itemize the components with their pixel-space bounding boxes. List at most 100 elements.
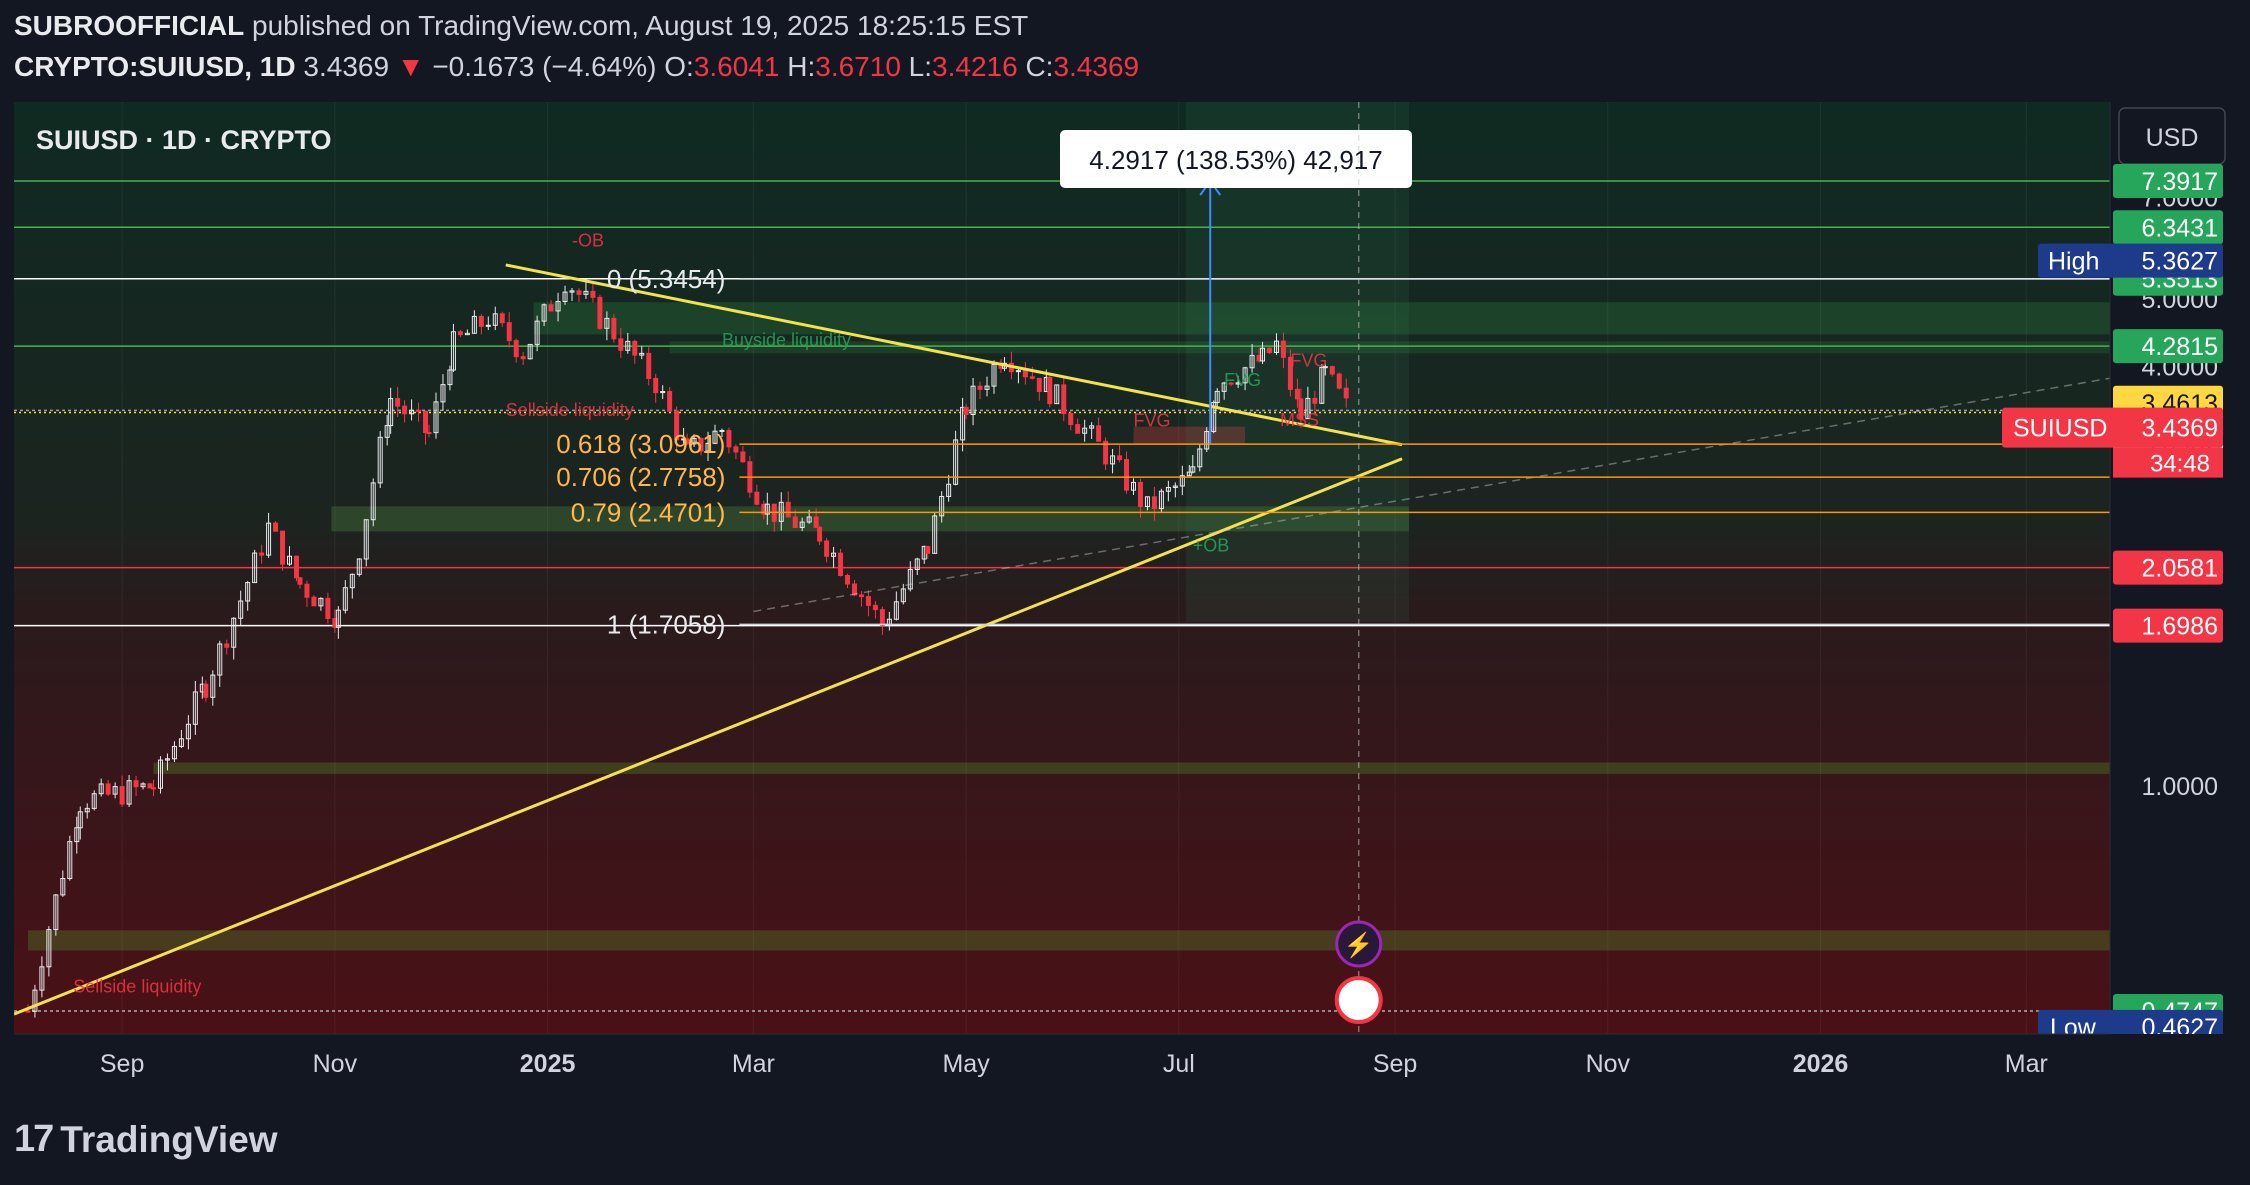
- candle-body: [447, 369, 453, 386]
- candle-body: [499, 313, 505, 324]
- close-value: 3.4369: [1053, 51, 1140, 82]
- candle-body: [838, 552, 844, 576]
- symbol-label[interactable]: CRYPTO:SUIUSD, 1D: [14, 51, 296, 82]
- candle-body: [858, 594, 864, 598]
- candle-body: [332, 618, 338, 628]
- chart-annotation: Sellside liquidity: [506, 400, 634, 420]
- publish-info: published on TradingView.com, August 19,…: [252, 10, 1029, 41]
- candle-body: [1179, 475, 1185, 487]
- candle-body: [492, 313, 498, 326]
- x-tick-label: Mar: [2005, 1050, 2048, 1078]
- price-label-text: 1.6986: [2142, 613, 2218, 641]
- candle-body: [984, 385, 990, 390]
- candle-body: [851, 583, 857, 596]
- candle-body: [674, 410, 680, 441]
- candle-body: [646, 352, 652, 379]
- candle-body: [872, 604, 878, 611]
- candle-body: [1322, 366, 1328, 369]
- candle-body: [1054, 384, 1060, 405]
- candle-body: [1214, 390, 1220, 403]
- candle-body: [457, 331, 463, 336]
- candle-body: [304, 583, 310, 598]
- candle-body: [562, 291, 568, 302]
- candle-body: [60, 878, 66, 896]
- candle-body: [1068, 413, 1074, 426]
- candle-body: [604, 317, 610, 329]
- candle-body: [625, 340, 631, 351]
- candle-body: [764, 503, 770, 515]
- candle-body: [653, 377, 659, 394]
- candle-body: [356, 558, 362, 575]
- price-label-box: [2113, 550, 2223, 585]
- candle-body: [433, 401, 439, 434]
- candle-body: [349, 573, 355, 589]
- candle-body: [1312, 397, 1318, 404]
- candle-body: [583, 290, 589, 295]
- candle-body: [792, 516, 798, 528]
- candle-body: [806, 516, 812, 523]
- candle-body: [907, 568, 913, 590]
- candle-body: [1329, 366, 1335, 375]
- chart-annotation: FVG: [1133, 411, 1170, 431]
- candle-body: [1280, 340, 1286, 358]
- candle-body: [67, 841, 73, 880]
- high-label-box: [2038, 243, 2223, 278]
- candle-body: [1022, 370, 1028, 378]
- candle-body: [32, 989, 38, 1012]
- down-arrow-icon: ▼: [396, 51, 425, 82]
- candle-body: [970, 385, 976, 416]
- price-label-box: [2113, 329, 2223, 364]
- candle-body: [506, 322, 512, 342]
- candle-body: [151, 787, 157, 790]
- candle-body: [1117, 455, 1123, 461]
- chart-legend-title: SUIUSD · 1D · CRYPTO: [36, 125, 332, 155]
- candle-body: [939, 495, 945, 517]
- candle-body: [1089, 425, 1095, 429]
- close-label: C:: [1025, 51, 1054, 82]
- brand-name: TradingView: [60, 1118, 278, 1160]
- candle-body: [464, 332, 470, 336]
- tradingview-footer: 17 TradingView: [14, 1118, 278, 1161]
- candle-body: [245, 582, 251, 602]
- candle-body: [684, 438, 690, 445]
- chart-annotation: Buyside liquidity: [722, 330, 851, 350]
- candle-body: [548, 304, 554, 312]
- candle-body: [119, 786, 125, 805]
- measure-label-box: [1060, 130, 1412, 188]
- candle-body: [53, 894, 59, 931]
- candle-body: [1029, 376, 1035, 379]
- candle-body: [210, 674, 216, 698]
- candle-body: [660, 391, 666, 394]
- candle-body: [478, 315, 484, 327]
- chart-annotation: Sellside liquidity: [73, 976, 201, 996]
- time-axis: [14, 1034, 2236, 1102]
- candle-body: [388, 398, 394, 427]
- candle-body: [611, 317, 617, 340]
- liquidity-zone: [533, 302, 2110, 335]
- candle-body: [639, 352, 645, 356]
- price-chart[interactable]: 0 (5.3454) 0.618 (3.0961)0.706 (2.7758) 0.…: [13, 102, 2236, 1102]
- tradingview-logo-icon: 17: [14, 1118, 54, 1160]
- measure-label-text: 4.2917 (138.53%) 42,917: [1089, 145, 1382, 175]
- candle-body: [1273, 340, 1279, 353]
- candle-body: [914, 558, 920, 570]
- candle-body: [318, 597, 324, 607]
- candle-body: [178, 738, 184, 747]
- candle-body: [879, 609, 885, 626]
- candle-body: [1137, 481, 1143, 507]
- candle-body: [377, 436, 383, 484]
- candle-body: [785, 501, 791, 518]
- candle-body: [273, 522, 279, 532]
- low-label: L:: [908, 51, 933, 82]
- candle-body: [311, 596, 317, 607]
- candle-body: [1036, 377, 1042, 393]
- candle-body: [238, 600, 244, 619]
- candle-body: [1015, 370, 1021, 373]
- candle-body: [164, 758, 170, 761]
- author-name[interactable]: SUBROOFFICIAL: [14, 10, 245, 41]
- candle-body: [1158, 490, 1164, 510]
- chart-container[interactable]: 0 (5.3454) 0.618 (3.0961) 0.706 (2.7758) 0.…: [13, 102, 2236, 1102]
- candle-body: [667, 391, 673, 412]
- candle-body: [1298, 398, 1304, 420]
- candle-body: [342, 587, 348, 611]
